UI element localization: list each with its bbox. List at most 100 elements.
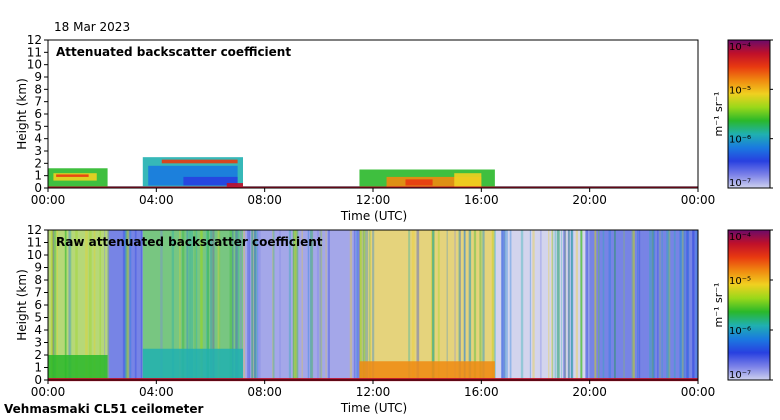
- noise-column: [692, 230, 695, 380]
- noise-column: [408, 230, 411, 380]
- x-tick-label: 12:00: [356, 385, 391, 399]
- y-tick-label: 7: [34, 95, 42, 109]
- y-tick-label: 5: [34, 311, 42, 325]
- noise-column: [194, 230, 198, 380]
- y-tick-label: 5: [34, 119, 42, 133]
- noise-column: [99, 230, 102, 380]
- colorbar-tick-label: 10⁻⁴: [729, 232, 751, 243]
- noise-column: [469, 230, 472, 380]
- noise-column: [564, 230, 567, 380]
- noise-column: [56, 230, 58, 380]
- noise-column: [463, 230, 466, 380]
- noise-column: [206, 230, 209, 380]
- noise-column: [294, 230, 298, 380]
- noise-column: [51, 230, 54, 380]
- x-tick-label: 16:00: [464, 385, 499, 399]
- noise-column: [128, 230, 132, 380]
- noise-column: [501, 230, 504, 380]
- colorbar-tick-label: 10⁻⁷: [729, 178, 751, 189]
- noise-column: [181, 230, 185, 380]
- noise-region: [494, 230, 590, 380]
- noise-column: [459, 230, 461, 380]
- x-tick-label: 20:00: [572, 193, 607, 207]
- y-tick-label: 6: [34, 107, 42, 121]
- noise-column: [50, 230, 54, 380]
- noise-column: [190, 230, 193, 380]
- low-layer: [359, 361, 495, 380]
- noise-column: [631, 230, 635, 380]
- x-axis-label-2: Time (UTC): [340, 401, 407, 415]
- noise-column: [362, 230, 366, 380]
- noise-column: [446, 230, 448, 380]
- noise-column: [349, 230, 353, 380]
- noise-column: [52, 230, 55, 380]
- x-ticks-2: 00:00 04:00 08:00 12:00 16:00 20:00 00:00: [31, 380, 715, 399]
- noise-column: [186, 230, 189, 380]
- noise-column: [463, 230, 466, 380]
- noise-column: [682, 230, 686, 380]
- noise-column: [125, 230, 129, 380]
- noise-column: [529, 230, 531, 380]
- noise-column: [431, 230, 434, 380]
- noise-column: [107, 230, 109, 380]
- noise-column: [256, 230, 259, 380]
- noise-column: [68, 230, 72, 380]
- noise-column: [310, 230, 314, 380]
- noise-column: [272, 230, 275, 380]
- noise-column: [468, 230, 471, 380]
- y-tick-label: 8: [34, 82, 42, 96]
- low-layer: [48, 355, 108, 380]
- noise-column: [288, 230, 291, 380]
- noise-column: [365, 230, 369, 380]
- noise-column: [327, 230, 330, 380]
- y-tick-label: 4: [34, 323, 42, 337]
- noise-column: [613, 230, 616, 380]
- noise-column: [554, 230, 557, 380]
- colorbar-unit-2: m⁻¹ sr⁻¹: [712, 283, 725, 328]
- backscatter-feature: [226, 183, 243, 188]
- noise-column: [503, 230, 506, 380]
- noise-column: [251, 230, 253, 380]
- colorbar-ticks-2: 10⁻⁴ 10⁻⁵ 10⁻⁶ 10⁻⁷: [729, 229, 773, 381]
- noise-column: [432, 230, 435, 380]
- noise-column: [294, 230, 296, 380]
- colorbar-tick-label: 10⁻⁶: [729, 326, 751, 337]
- y-tick-label: 1: [34, 361, 42, 375]
- y-tick-label: 10: [27, 58, 42, 72]
- noise-column: [632, 230, 635, 380]
- y-tick-label: 9: [34, 70, 42, 84]
- noise-column: [668, 230, 671, 380]
- noise-region: [243, 230, 360, 380]
- noise-column: [637, 230, 639, 380]
- noise-column: [623, 230, 625, 380]
- noise-column: [431, 230, 435, 380]
- y-tick-label: 2: [34, 348, 42, 362]
- backscatter-image-2: [48, 230, 698, 382]
- y-tick-label: 9: [34, 261, 42, 275]
- panel-title-2: Raw attenuated backscatter coefficient: [56, 235, 323, 249]
- noise-column: [458, 230, 461, 380]
- noise-column: [258, 230, 261, 380]
- noise-column: [140, 230, 143, 380]
- noise-column: [292, 230, 295, 380]
- noise-column: [571, 230, 573, 380]
- noise-column: [506, 230, 508, 380]
- noise-column: [237, 230, 240, 380]
- noise-column: [64, 230, 67, 380]
- noise-column: [88, 230, 92, 380]
- x-tick-label: 00:00: [681, 193, 716, 207]
- noise-column: [493, 230, 496, 380]
- noise-column: [124, 230, 127, 380]
- noise-column: [160, 230, 163, 380]
- noise-column: [199, 230, 203, 380]
- noise-column: [134, 230, 137, 380]
- colorbar-ticks-1: 10⁻⁴ 10⁻⁵ 10⁻⁶ 10⁻⁷: [729, 39, 773, 189]
- noise-column: [594, 230, 597, 380]
- noise-column: [492, 230, 494, 380]
- y-tick-label: 10: [27, 248, 42, 262]
- noise-column: [585, 230, 589, 380]
- panel-raw: Raw attenuated backscatter coefficient T…: [15, 223, 773, 415]
- panel-title-1: Attenuated backscatter coefficient: [56, 45, 291, 59]
- y-tick-label: 7: [34, 286, 42, 300]
- noise-column: [680, 230, 683, 380]
